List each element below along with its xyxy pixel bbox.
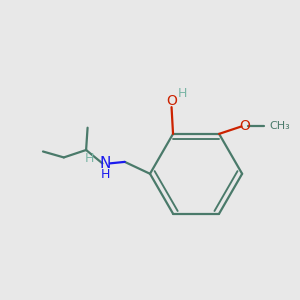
- Text: O: O: [166, 94, 177, 108]
- Text: N: N: [100, 156, 111, 171]
- Text: O: O: [239, 119, 250, 133]
- Text: H: H: [178, 87, 188, 100]
- Text: H: H: [101, 168, 110, 181]
- Text: H: H: [84, 152, 94, 165]
- Text: CH₃: CH₃: [269, 122, 290, 131]
